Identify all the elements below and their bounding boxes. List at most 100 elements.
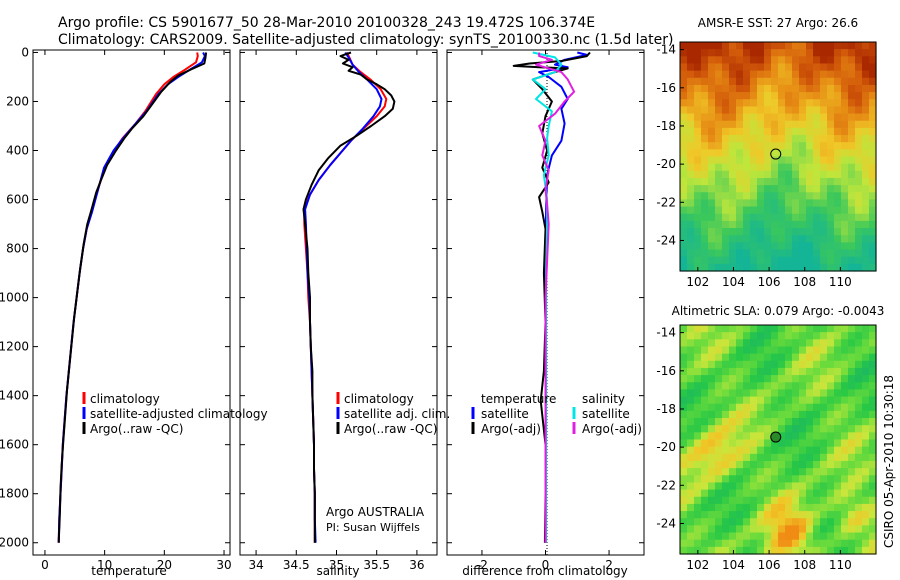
map-cell	[806, 389, 814, 398]
map-cell	[722, 396, 730, 405]
map-cell	[806, 156, 814, 165]
map-cell	[694, 446, 702, 455]
map-cell	[722, 170, 730, 179]
map-cell	[862, 475, 870, 484]
x-tick-label: 36	[409, 558, 424, 572]
map-cell	[729, 70, 737, 79]
map-cell	[820, 70, 828, 79]
map-cell	[680, 489, 688, 498]
map-cell	[813, 489, 821, 498]
map-cell	[806, 332, 814, 340]
map-cell	[799, 42, 807, 50]
map-cell	[715, 482, 723, 491]
map-cell	[862, 360, 870, 369]
map-cell	[694, 220, 702, 229]
map-cell	[722, 77, 730, 86]
sst-map-frame	[679, 41, 877, 272]
map-cell	[785, 77, 793, 86]
map-cell	[743, 92, 751, 100]
map-cell	[771, 206, 779, 215]
map-cell	[680, 325, 688, 333]
map-cell	[827, 256, 835, 265]
x-tick-label: 0	[542, 558, 550, 572]
map-cell	[764, 92, 772, 100]
sla-map-title: Altimetric SLA: 0.079 Argo: -0.0043	[672, 304, 885, 318]
map-cell	[813, 382, 821, 391]
map-cell	[855, 49, 863, 57]
map-cell	[834, 439, 842, 448]
map-cell	[743, 389, 751, 398]
map-cell	[757, 382, 765, 391]
map-cell	[757, 511, 765, 519]
map-cell	[750, 346, 758, 355]
map-cell	[701, 156, 709, 165]
map-cell	[771, 135, 779, 143]
map-cell	[785, 149, 793, 158]
map-cell	[778, 142, 786, 150]
map-cell	[785, 127, 793, 136]
map-cell	[771, 403, 779, 412]
map-cell	[694, 418, 702, 426]
map-cell	[820, 418, 828, 426]
series-line-1	[57, 52, 206, 543]
map-cell	[715, 92, 723, 100]
map-cell	[778, 192, 786, 201]
map-cell	[757, 460, 765, 469]
map-cell	[862, 249, 870, 258]
map-cell	[757, 235, 765, 243]
map-cell	[771, 242, 779, 251]
map-cell	[778, 346, 786, 355]
map-cell	[827, 489, 835, 498]
map-cell	[757, 99, 765, 108]
map-cell	[701, 84, 709, 93]
y-tick-label: 800	[6, 242, 29, 256]
map-cell	[827, 503, 835, 512]
map-cell	[778, 525, 786, 534]
map-cell	[848, 42, 856, 50]
map-cell	[771, 127, 779, 136]
map-cell	[708, 389, 716, 398]
map-cell	[855, 525, 863, 534]
map-cell	[869, 482, 877, 491]
map-cell	[848, 346, 856, 355]
sst-map	[680, 42, 877, 272]
map-cell	[806, 263, 814, 272]
map-cell	[813, 220, 821, 229]
map-cell	[806, 475, 814, 484]
map-cell	[680, 410, 688, 419]
map-cell	[701, 511, 709, 519]
map-cell	[708, 475, 716, 484]
map-cell	[834, 206, 842, 215]
map-cell	[708, 375, 716, 383]
map-cell	[813, 503, 821, 512]
map-cell	[785, 135, 793, 143]
map-cell	[869, 213, 877, 222]
map-cell	[680, 120, 688, 129]
map-cell	[862, 84, 870, 93]
map-cell	[701, 249, 709, 258]
map-cell	[792, 439, 800, 448]
map-cell	[820, 375, 828, 383]
map-cell	[862, 410, 870, 419]
map-cell	[834, 339, 842, 348]
map-cell	[708, 525, 716, 534]
map-cell	[869, 135, 877, 143]
map-cell	[764, 149, 772, 158]
map-cell	[855, 99, 863, 108]
map-cell	[715, 213, 723, 222]
map-cell	[708, 149, 716, 158]
map-cell	[771, 99, 779, 108]
map-cell	[729, 235, 737, 243]
y-tick-label: 1200	[0, 340, 29, 354]
map-cell	[736, 192, 744, 201]
map-cell	[792, 127, 800, 136]
map-cell	[820, 410, 828, 419]
map-cell	[806, 199, 814, 208]
map-cell	[764, 242, 772, 251]
map-y-tick-label: -14	[656, 43, 676, 57]
map-cell	[855, 206, 863, 215]
map-cell	[792, 242, 800, 251]
map-cell	[820, 63, 828, 72]
map-cell	[687, 120, 695, 129]
map-cell	[750, 127, 758, 136]
